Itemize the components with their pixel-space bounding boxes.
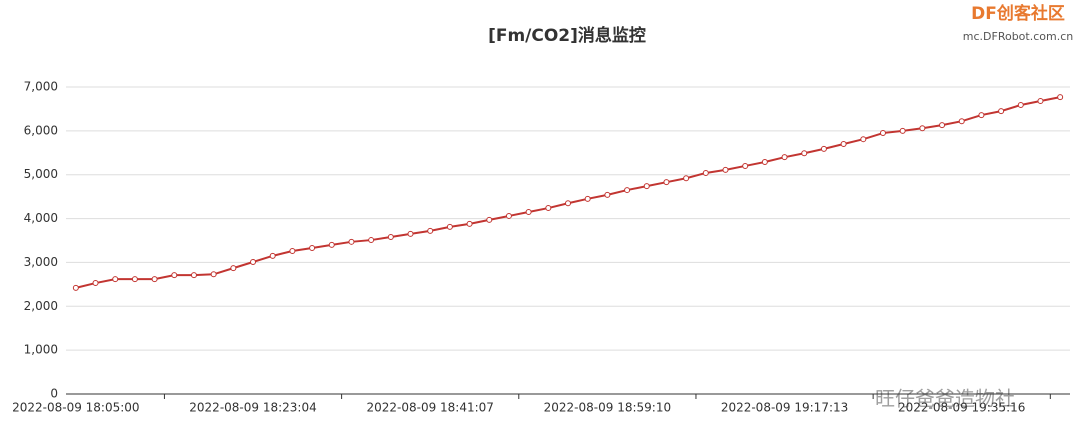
point bbox=[427, 227, 434, 234]
point bbox=[407, 230, 414, 237]
y-tick-label: 2,000 bbox=[24, 299, 58, 313]
point bbox=[683, 175, 690, 182]
x-tick-label: 2022-08-09 18:05:00 bbox=[12, 401, 139, 415]
point bbox=[761, 158, 768, 165]
point bbox=[368, 237, 375, 244]
point bbox=[1057, 94, 1064, 101]
x-tick-label: 2022-08-09 19:17:13 bbox=[721, 401, 848, 415]
point bbox=[348, 238, 355, 245]
watermark-brand: DF创客社区 bbox=[971, 3, 1065, 24]
point bbox=[486, 216, 493, 223]
point bbox=[663, 179, 670, 186]
point bbox=[584, 195, 591, 202]
point bbox=[624, 187, 631, 194]
point bbox=[899, 127, 906, 134]
point bbox=[309, 244, 316, 251]
point bbox=[210, 271, 217, 278]
point bbox=[643, 183, 650, 190]
point bbox=[466, 220, 473, 227]
chart-title: [Fm/CO2]消息监控 bbox=[488, 25, 646, 46]
x-tick-label: 2022-08-09 19:35:16 bbox=[898, 401, 1025, 415]
point bbox=[919, 125, 926, 132]
x-tick-label: 2022-08-09 18:59:10 bbox=[544, 401, 671, 415]
point bbox=[1037, 98, 1044, 105]
point bbox=[702, 169, 709, 176]
point bbox=[250, 258, 257, 265]
point bbox=[131, 276, 138, 283]
point bbox=[525, 208, 532, 215]
point bbox=[112, 276, 119, 283]
y-tick-label: 1,000 bbox=[24, 343, 58, 357]
y-tick-label: 6,000 bbox=[24, 123, 58, 137]
point bbox=[545, 205, 552, 212]
point bbox=[446, 223, 453, 230]
point bbox=[998, 108, 1005, 115]
point bbox=[722, 166, 729, 173]
point bbox=[742, 162, 749, 169]
point bbox=[860, 136, 867, 143]
y-tick-label: 3,000 bbox=[24, 255, 58, 269]
point bbox=[92, 280, 99, 287]
point bbox=[801, 150, 808, 157]
point bbox=[171, 272, 178, 279]
point bbox=[840, 141, 847, 148]
point bbox=[939, 122, 946, 129]
point bbox=[781, 154, 788, 161]
point bbox=[230, 265, 237, 272]
point bbox=[190, 272, 197, 279]
point bbox=[387, 233, 394, 240]
point bbox=[269, 252, 276, 259]
y-tick-label: 5,000 bbox=[24, 167, 58, 181]
point bbox=[1017, 101, 1024, 108]
y-tick-label: 0 bbox=[50, 387, 58, 401]
point bbox=[151, 276, 158, 283]
point bbox=[604, 191, 611, 198]
x-tick-label: 2022-08-09 18:23:04 bbox=[189, 401, 316, 415]
y-tick-label: 7,000 bbox=[24, 80, 58, 94]
point bbox=[978, 112, 985, 119]
y-tick-label: 4,000 bbox=[24, 211, 58, 225]
line bbox=[75, 96, 1061, 289]
point bbox=[505, 212, 512, 219]
point bbox=[879, 130, 886, 137]
point bbox=[958, 118, 965, 125]
watermark-url: mc.DFRobot.com.cn bbox=[963, 30, 1073, 43]
point bbox=[820, 145, 827, 152]
point bbox=[565, 200, 571, 207]
point bbox=[289, 248, 296, 255]
point bbox=[328, 241, 335, 248]
watermark-account: 旺仔爸爸造物社 bbox=[875, 387, 1015, 411]
x-tick-label: 2022-08-09 18:41:07 bbox=[366, 401, 493, 415]
point bbox=[72, 284, 79, 291]
